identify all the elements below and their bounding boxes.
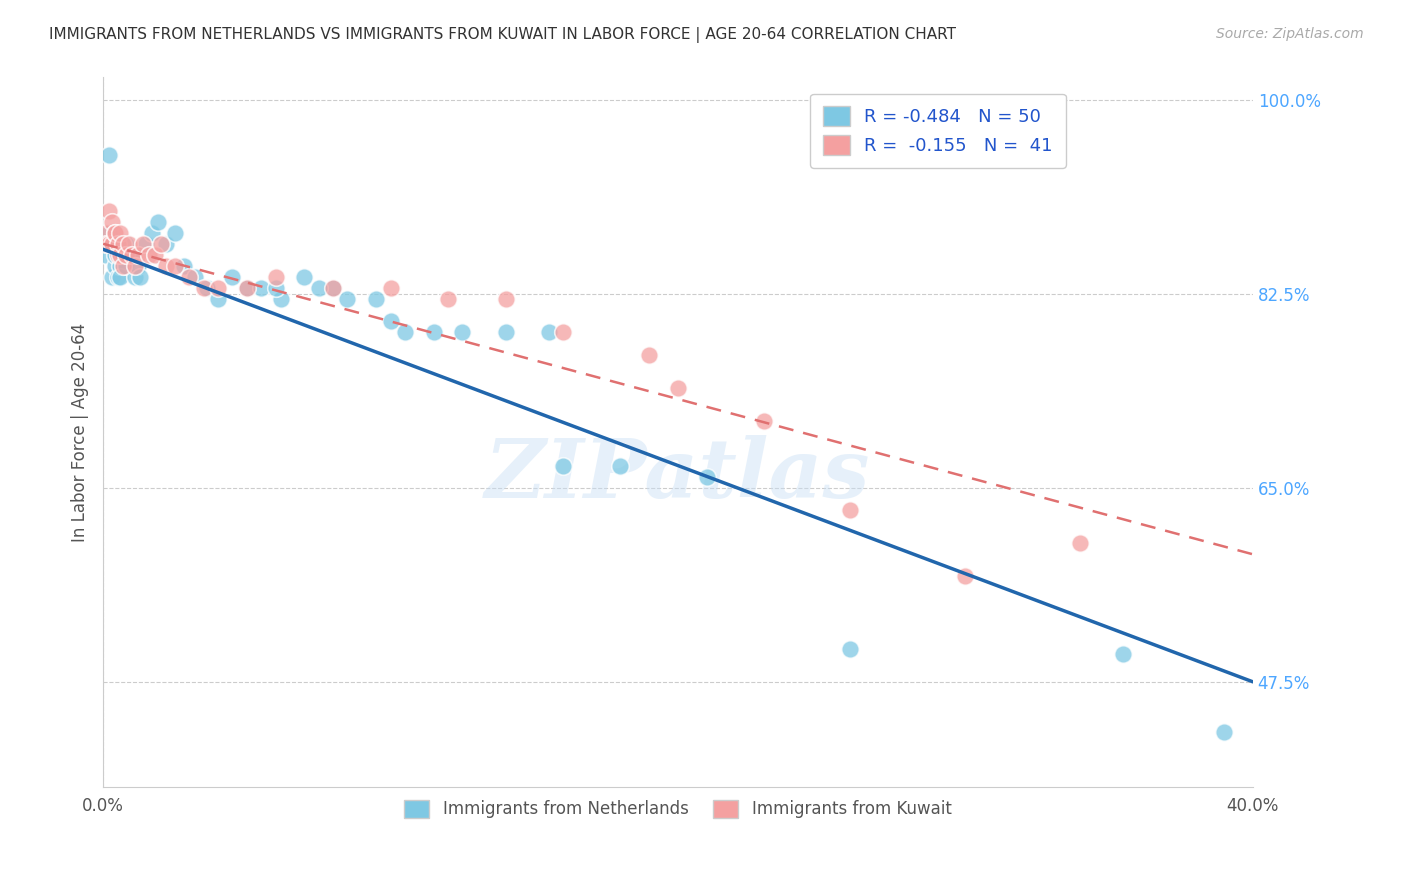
Point [115,248,138,262]
Point [115,259,138,273]
Point [110,270,132,285]
Point [107,236,129,251]
Point [107,270,129,285]
Point [127,259,149,273]
Point [1213,724,1236,739]
Point [264,270,287,285]
Point [112,248,135,262]
Point [173,259,195,273]
Point [666,381,689,395]
Point [100,270,122,285]
Point [366,292,388,306]
Point [495,292,517,306]
Point [322,281,344,295]
Point [135,236,157,251]
Point [163,259,186,273]
Point [551,326,574,340]
Point [163,226,186,240]
Point [138,248,160,262]
Point [110,259,132,273]
Point [118,236,141,251]
Y-axis label: In Labor Force | Age 20-64: In Labor Force | Age 20-64 [72,323,89,541]
Point [143,248,166,262]
Point [129,270,152,285]
Point [551,458,574,473]
Point [638,348,661,362]
Point [437,292,460,306]
Text: Source: ZipAtlas.com: Source: ZipAtlas.com [1216,27,1364,41]
Point [250,281,273,295]
Point [537,326,560,340]
Point [146,214,169,228]
Point [839,641,862,656]
Point [121,248,143,262]
Point [1069,536,1091,550]
Point [221,270,243,285]
Point [322,281,344,295]
Point [107,236,129,251]
Point [839,503,862,517]
Point [207,281,229,295]
Point [124,270,146,285]
Point [292,270,315,285]
Point [94,236,117,251]
Point [97,226,120,240]
Point [104,248,127,262]
Point [94,226,117,240]
Point [955,569,977,583]
Point [1112,647,1135,661]
Point [132,236,155,251]
Point [380,281,402,295]
Point [110,226,132,240]
Text: ZIPatlas: ZIPatlas [485,435,870,515]
Point [100,214,122,228]
Point [207,292,229,306]
Point [270,292,292,306]
Point [179,270,201,285]
Point [236,281,259,295]
Point [155,259,177,273]
Point [495,326,517,340]
Point [127,248,149,262]
Point [118,248,141,262]
Point [184,270,207,285]
Point [121,248,143,262]
Point [195,281,218,295]
Point [609,458,631,473]
Point [155,236,177,251]
Point [104,226,127,240]
Point [754,414,776,428]
Point [104,226,127,240]
Point [97,203,120,218]
Point [112,236,135,251]
Point [264,281,287,295]
Point [97,148,120,162]
Point [149,236,172,251]
Point [193,281,215,295]
Point [141,226,163,240]
Legend: Immigrants from Netherlands, Immigrants from Kuwait: Immigrants from Netherlands, Immigrants … [398,793,959,825]
Point [236,281,259,295]
Point [336,292,359,306]
Text: IMMIGRANTS FROM NETHERLANDS VS IMMIGRANTS FROM KUWAIT IN LABOR FORCE | AGE 20-64: IMMIGRANTS FROM NETHERLANDS VS IMMIGRANT… [49,27,956,43]
Point [100,236,122,251]
Point [394,326,416,340]
Point [100,236,122,251]
Point [451,326,474,340]
Point [380,314,402,328]
Point [115,236,138,251]
Point [94,248,117,262]
Point [422,326,444,340]
Point [97,236,120,251]
Point [104,259,127,273]
Point [696,469,718,483]
Point [124,259,146,273]
Point [112,259,135,273]
Point [107,248,129,262]
Point [308,281,330,295]
Point [110,248,132,262]
